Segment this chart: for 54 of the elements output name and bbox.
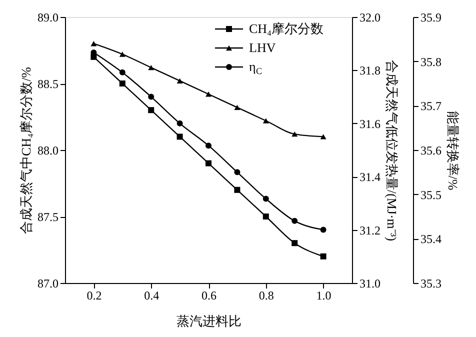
y3-tick-label: 35.4: [420, 232, 442, 246]
point: [119, 80, 126, 86]
y2-tick-label: 31.2: [360, 223, 380, 238]
x-axis-title: 蒸汽进料比: [176, 314, 242, 328]
point: [234, 186, 240, 193]
point: [320, 226, 326, 233]
legend-label: CH₄摩尔分数: [249, 21, 324, 36]
point: [176, 120, 183, 126]
point: [262, 196, 269, 202]
y3-axis-title: 能量转换率/%: [446, 110, 460, 190]
y3-tick-label: 35.9: [420, 10, 442, 24]
point: [148, 64, 154, 70]
y2-axis-title: 合成天然气低位发热量/(MJ·m⁻³): [384, 60, 400, 242]
point: [234, 104, 240, 110]
y2-tick-label: 32.0: [360, 10, 380, 24]
y3-tick-label: 35.6: [420, 144, 442, 158]
point: [234, 169, 240, 176]
point: [176, 134, 183, 140]
x-tick-label: 0.4: [144, 288, 160, 302]
point: [292, 218, 298, 224]
point: [176, 78, 183, 84]
y3-tick-label: 35.7: [420, 99, 442, 114]
x-tick-label: 0.2: [86, 288, 102, 302]
x-tick-label: 0.8: [258, 288, 274, 302]
point: [148, 107, 154, 114]
point: [292, 240, 298, 246]
point: [320, 253, 326, 260]
point: [206, 142, 212, 149]
y2-tick-label: 31.6: [360, 116, 380, 131]
y-axis-title: 合成天然气中CH₄摩尔分数/%: [18, 66, 34, 234]
y3-tick-label: 35.3: [420, 276, 442, 290]
y2-tick-label: 31.8: [360, 64, 380, 78]
point: [320, 134, 326, 140]
point: [90, 41, 97, 46]
point: [119, 69, 126, 76]
x-tick-label: 1.0: [316, 288, 332, 302]
point: [148, 94, 154, 100]
point: [262, 118, 269, 124]
y-tick-label: 87.0: [38, 276, 58, 290]
y2-tick-label: 31.4: [360, 170, 380, 184]
point: [119, 52, 126, 57]
y3-tick-label: 35.8: [420, 54, 442, 69]
y-tick-label: 89.0: [38, 10, 58, 24]
y3-tick-label: 35.5: [420, 188, 442, 202]
y2-tick-label: 31.0: [360, 276, 380, 290]
x-tick-label: 0.6: [202, 288, 216, 302]
y-tick-label: 87.5: [38, 210, 58, 224]
point: [206, 92, 212, 97]
legend-label: LHV: [249, 40, 276, 55]
point: [292, 131, 298, 137]
y-tick-label: 88.0: [38, 144, 58, 158]
point: [206, 160, 212, 166]
y-tick-label: 88.5: [38, 77, 58, 91]
point: [262, 214, 269, 220]
